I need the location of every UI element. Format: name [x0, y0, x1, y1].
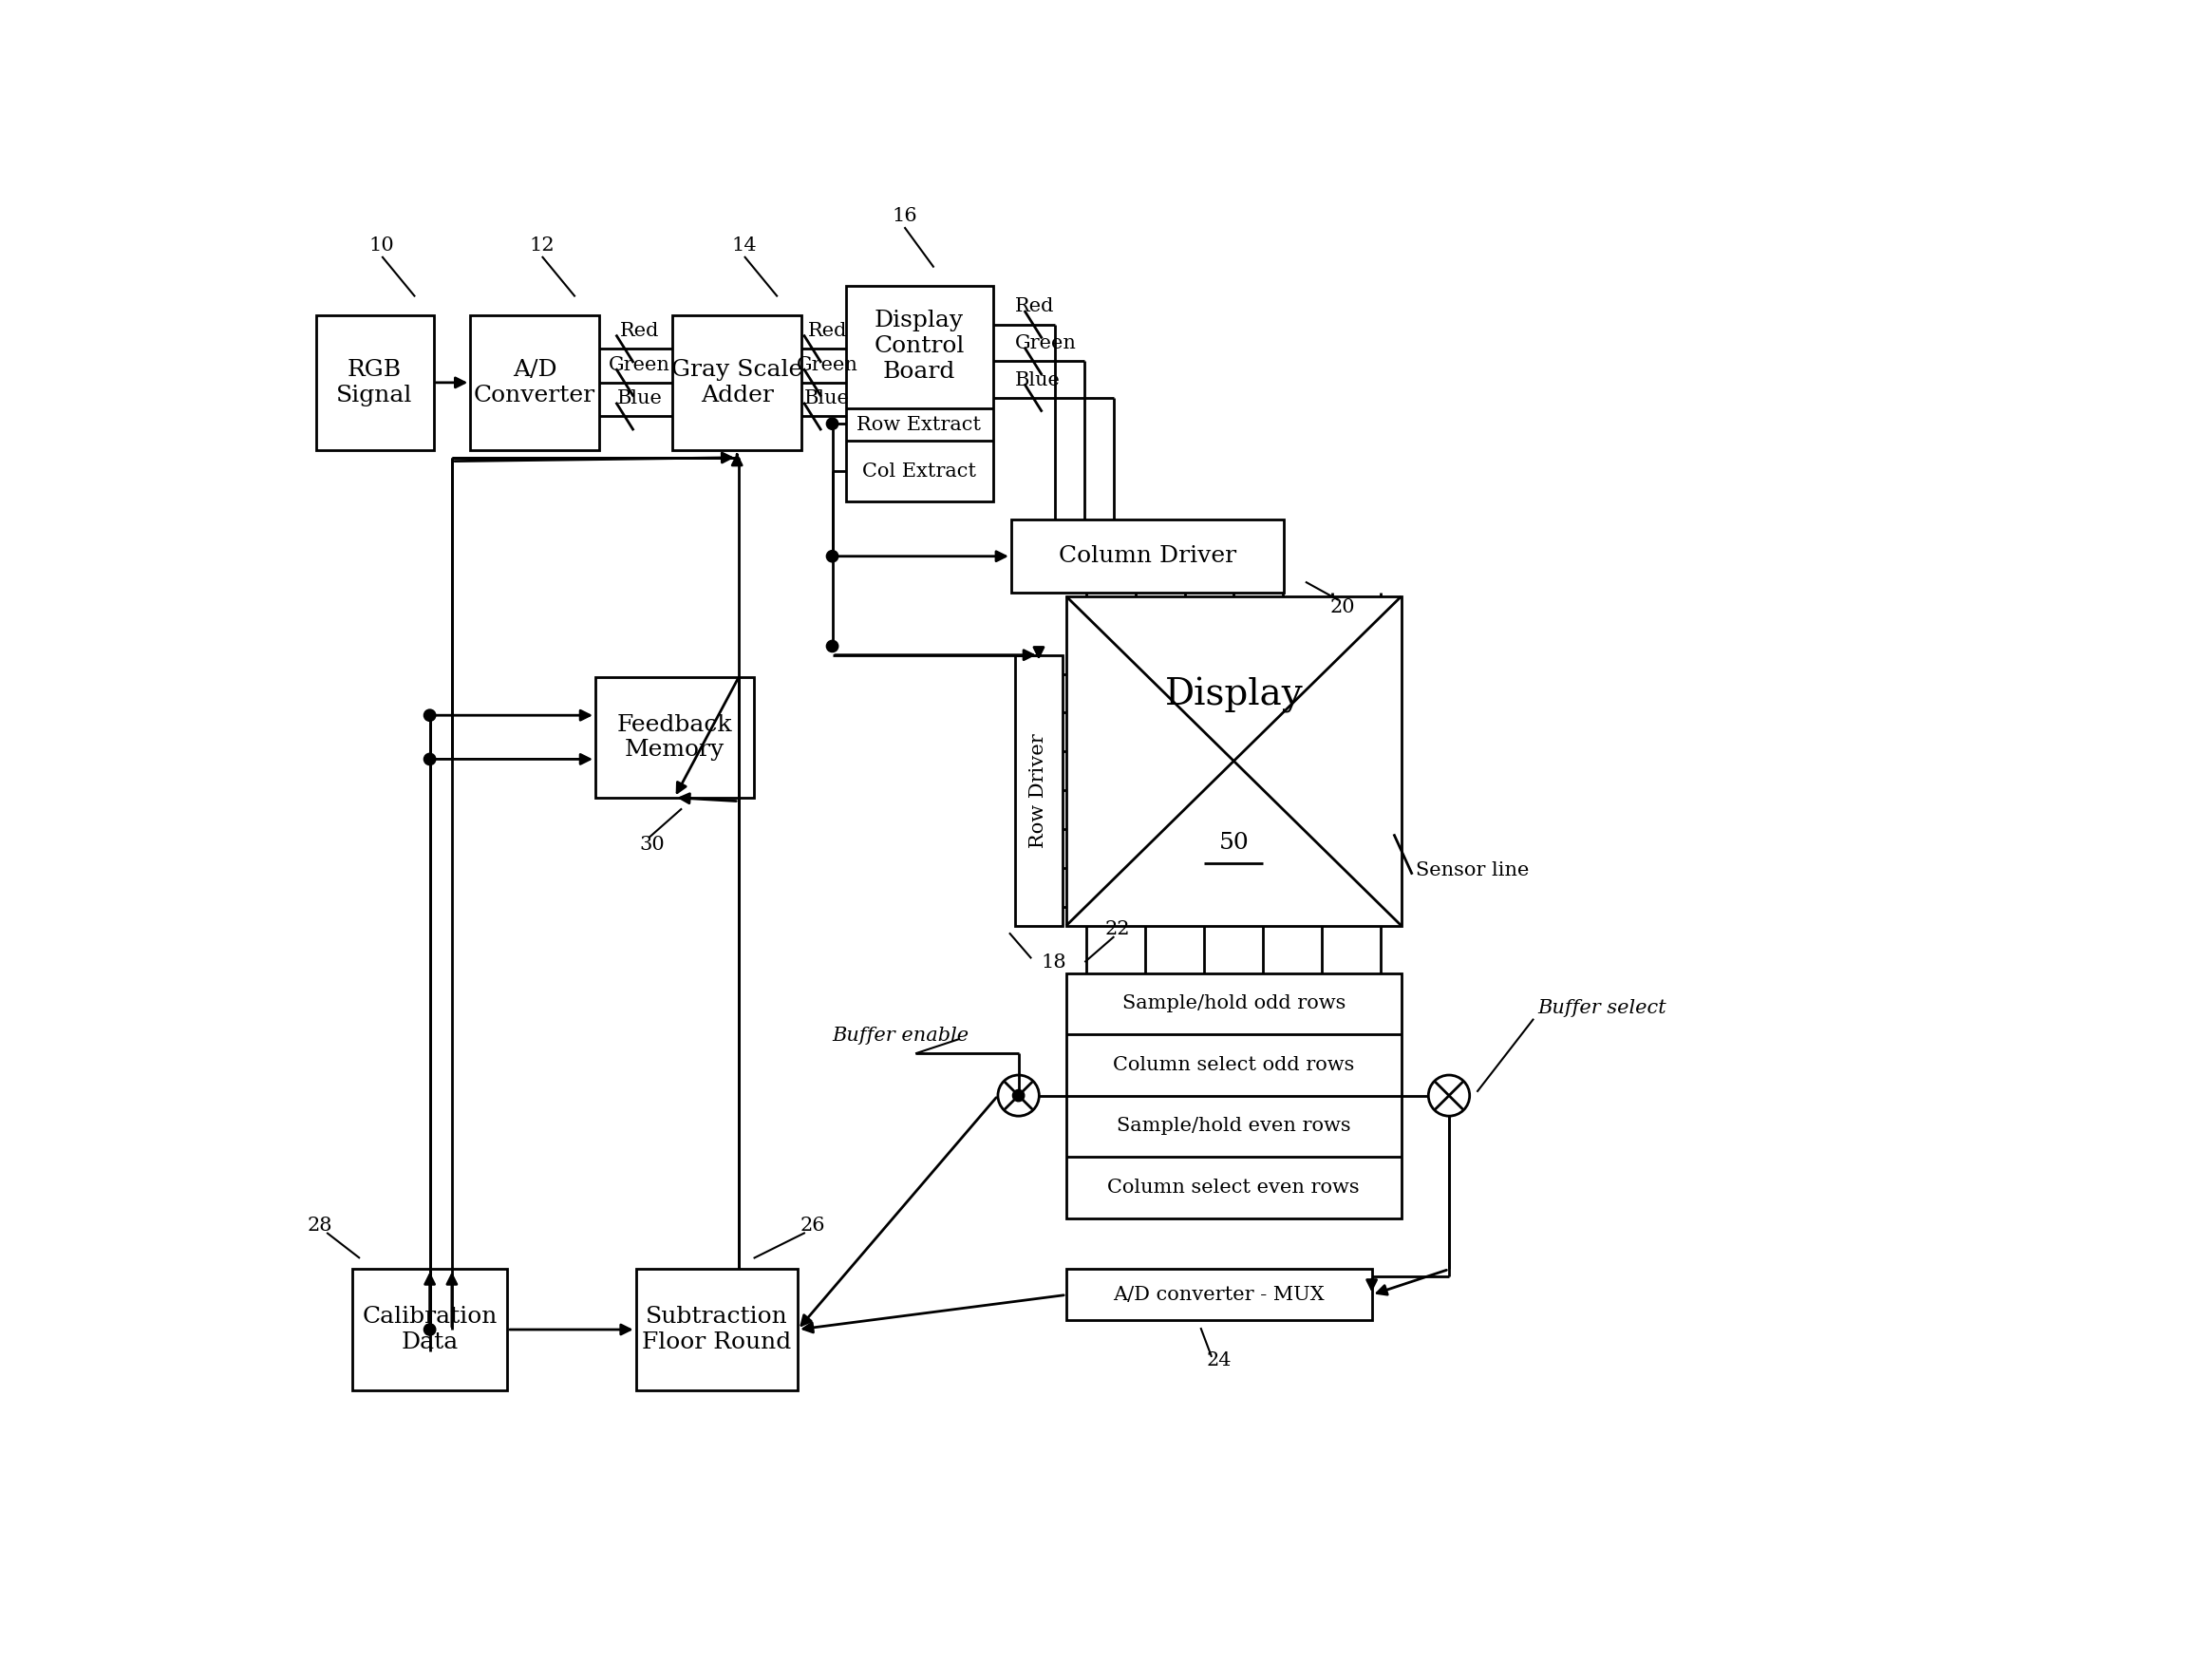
Text: Blue: Blue: [617, 390, 663, 408]
Bar: [1011, 519, 1284, 593]
Bar: [846, 286, 993, 501]
Circle shape: [425, 709, 436, 721]
Text: Gray Scale
Adder: Gray Scale Adder: [672, 360, 804, 407]
Text: Red: Red: [808, 323, 848, 339]
Bar: [1066, 1270, 1372, 1320]
Text: Buffer enable: Buffer enable: [832, 1026, 969, 1045]
Text: Green: Green: [1015, 334, 1077, 353]
Text: 50: 50: [1218, 832, 1249, 853]
Text: 22: 22: [1105, 921, 1130, 937]
Text: Column Driver: Column Driver: [1059, 546, 1235, 568]
Bar: [595, 677, 753, 798]
Text: Sample/hold odd rows: Sample/hold odd rows: [1123, 995, 1345, 1013]
Text: RGB
Signal: RGB Signal: [337, 360, 412, 407]
Bar: [1015, 655, 1064, 926]
Text: Display
Control
Board: Display Control Board: [874, 309, 964, 383]
Text: 26: 26: [799, 1216, 826, 1235]
Text: A/D converter - MUX: A/D converter - MUX: [1114, 1285, 1326, 1304]
Text: Display: Display: [1165, 677, 1304, 714]
Text: Red: Red: [1015, 297, 1055, 316]
Text: Blue: Blue: [1015, 371, 1061, 390]
Bar: [352, 1270, 506, 1389]
Text: 14: 14: [731, 237, 757, 254]
Text: Green: Green: [608, 356, 669, 375]
Text: A/D
Converter: A/D Converter: [473, 360, 595, 407]
Text: 12: 12: [528, 237, 555, 254]
Circle shape: [425, 753, 436, 764]
Text: Row Extract: Row Extract: [857, 417, 982, 433]
Text: Sensor line: Sensor line: [1416, 862, 1528, 880]
Text: Sample/hold even rows: Sample/hold even rows: [1116, 1117, 1350, 1136]
Text: 28: 28: [306, 1216, 333, 1235]
Circle shape: [826, 418, 839, 430]
Text: Subtraction
Floor Round: Subtraction Floor Round: [643, 1305, 791, 1352]
Bar: [636, 1270, 797, 1389]
Circle shape: [425, 1324, 436, 1336]
Circle shape: [1013, 1090, 1024, 1102]
Text: Buffer select: Buffer select: [1537, 1000, 1667, 1016]
Text: Red: Red: [621, 323, 658, 339]
Text: Row Driver: Row Driver: [1031, 732, 1048, 848]
Text: Calibration
Data: Calibration Data: [361, 1305, 498, 1352]
Bar: [1066, 596, 1400, 926]
Text: 16: 16: [892, 207, 916, 225]
Text: 30: 30: [641, 837, 665, 853]
Text: Blue: Blue: [804, 390, 850, 408]
Text: 10: 10: [370, 237, 394, 254]
Bar: [315, 314, 434, 450]
Text: Col Extract: Col Extract: [863, 462, 975, 480]
Bar: [471, 314, 599, 450]
Text: Column select even rows: Column select even rows: [1108, 1178, 1361, 1196]
Bar: [1066, 973, 1400, 1218]
Text: Feedback
Memory: Feedback Memory: [617, 714, 733, 761]
Circle shape: [826, 640, 839, 652]
Text: 20: 20: [1330, 598, 1354, 617]
Text: Column select odd rows: Column select odd rows: [1112, 1057, 1354, 1074]
Text: 18: 18: [1042, 953, 1066, 971]
Circle shape: [826, 551, 839, 563]
Text: 24: 24: [1207, 1352, 1231, 1369]
Bar: [672, 314, 802, 450]
Text: Green: Green: [797, 356, 859, 375]
